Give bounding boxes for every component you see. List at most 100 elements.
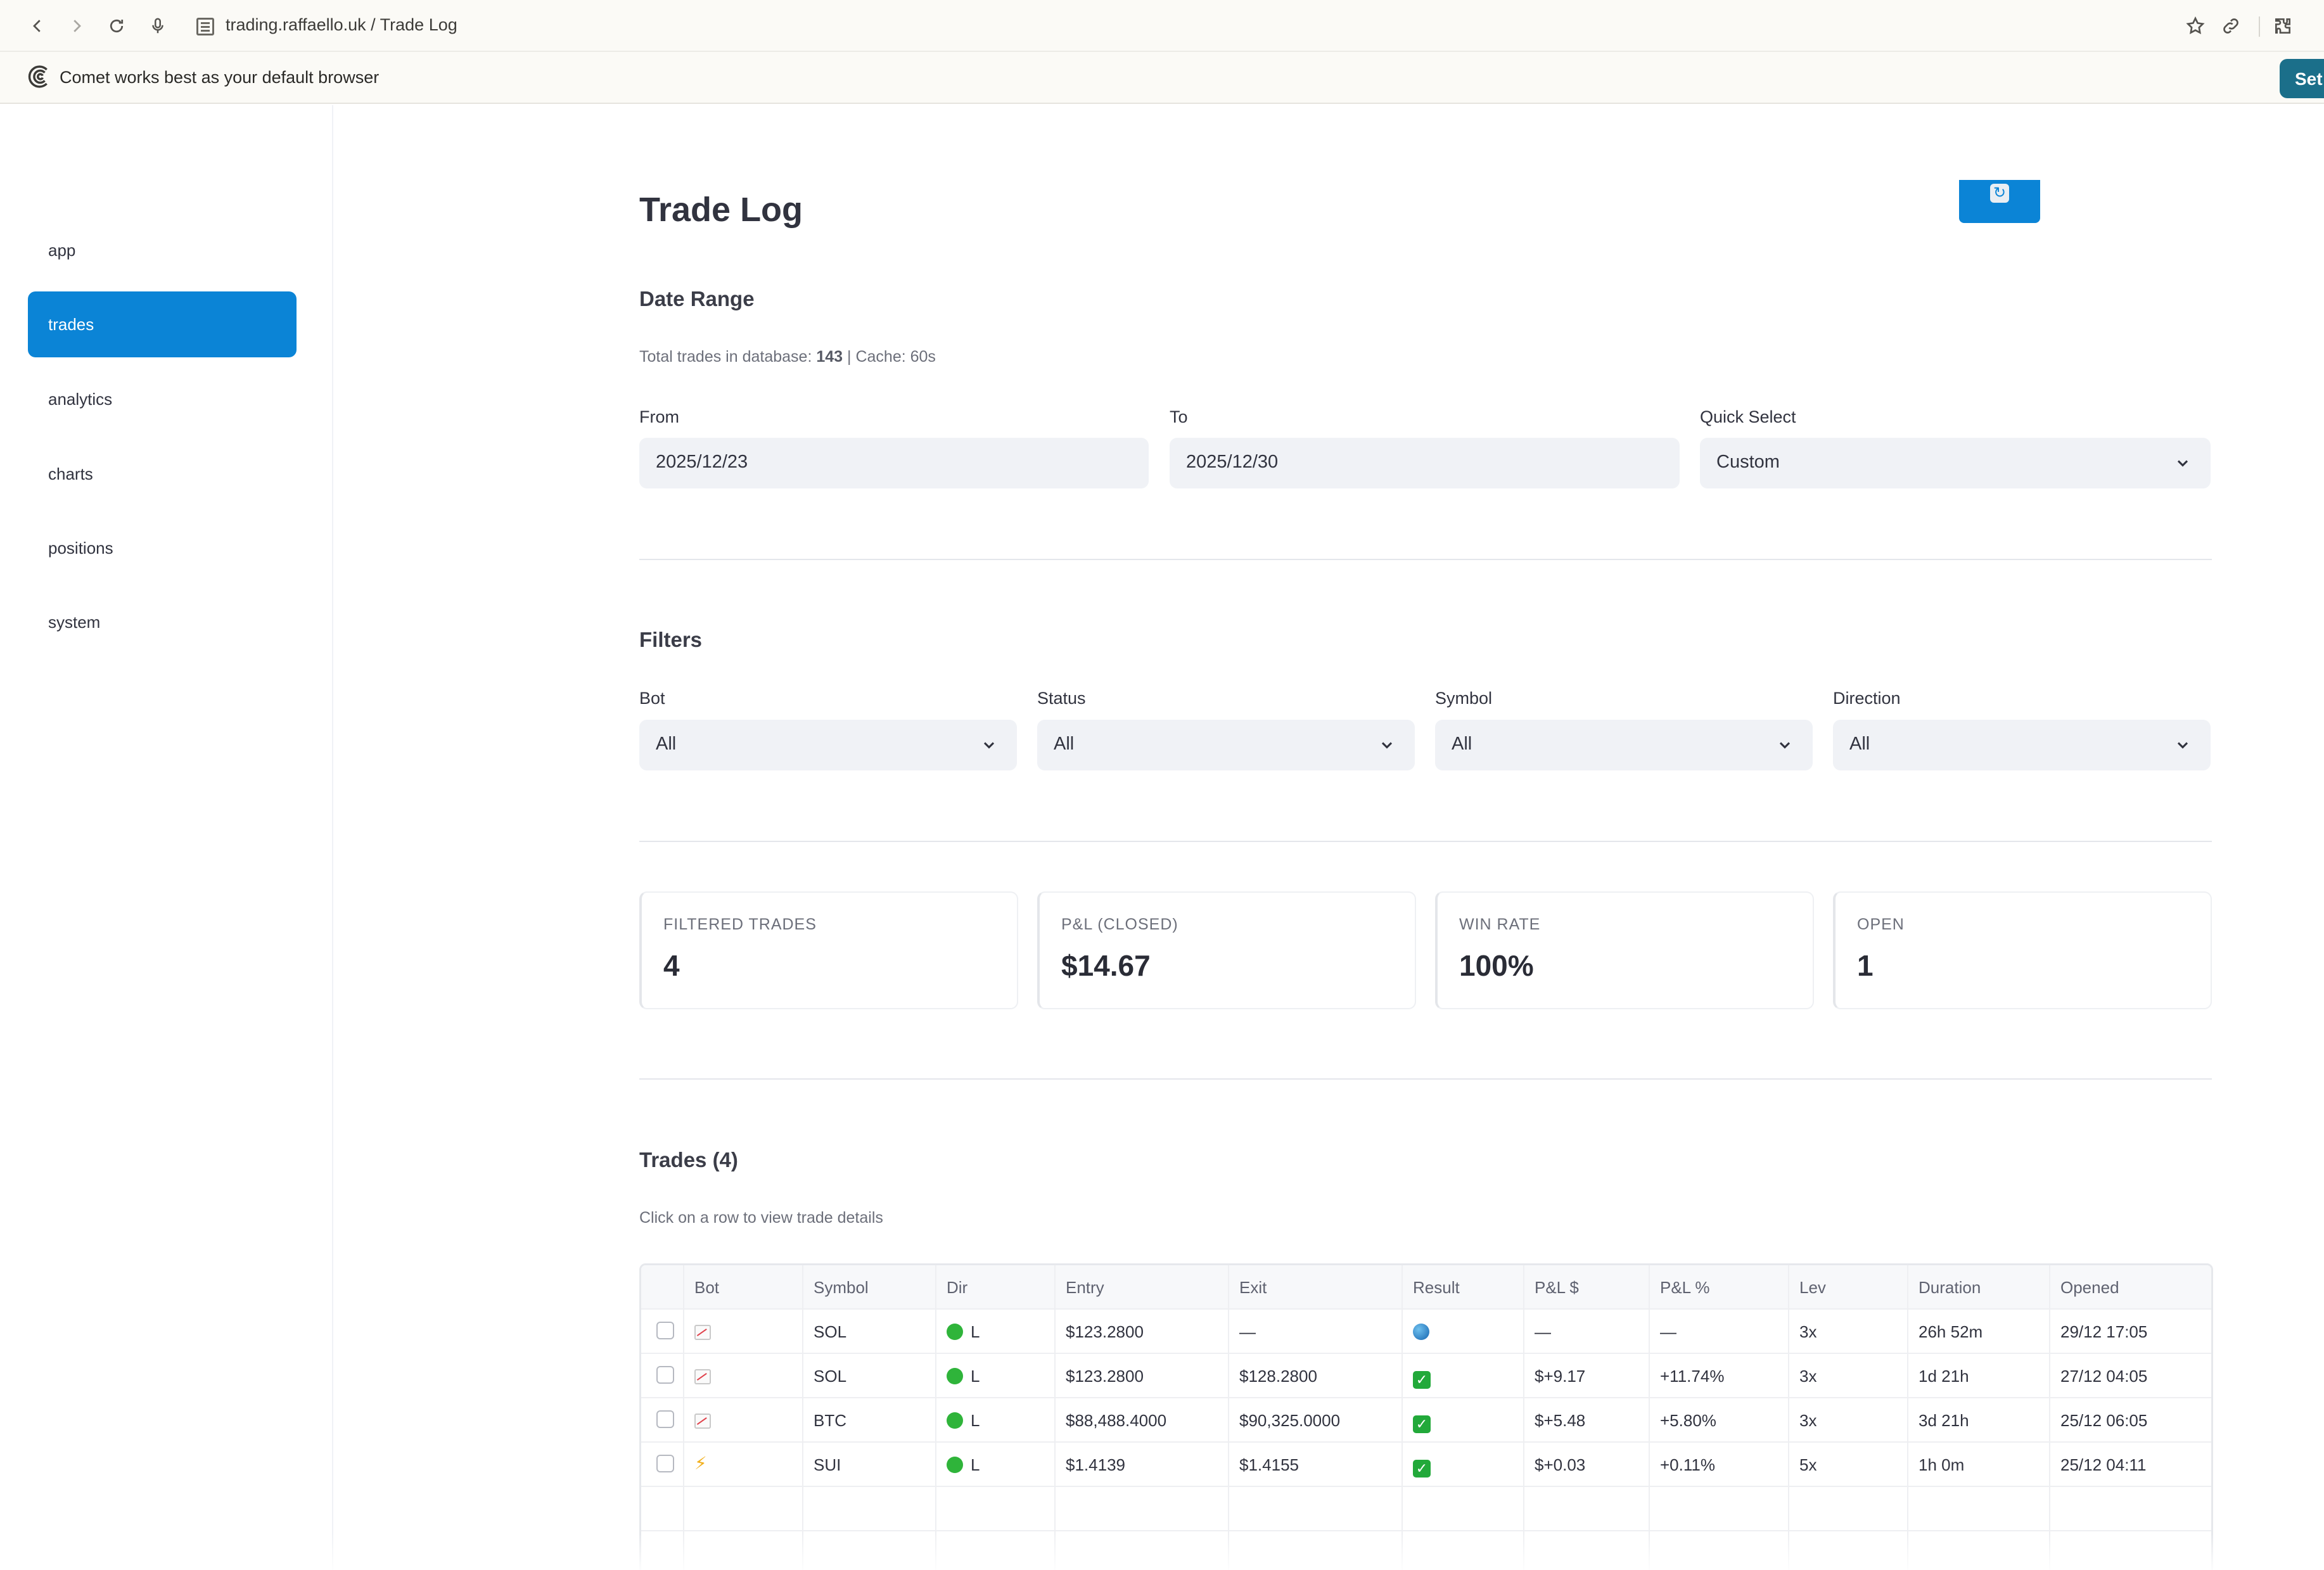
table-row[interactable]: SOL L $123.2800 — — — 3x 26h 52m 29/12 1… [641, 1310, 2211, 1354]
exit-cell: $90,325.0000 [1229, 1398, 1403, 1443]
dir-cell: L [936, 1310, 1056, 1354]
filters-heading: Filters [639, 628, 703, 651]
column-header-pnl-pct[interactable]: P&L % [1650, 1265, 1789, 1310]
opened-cell: 25/12 04:11 [2060, 1455, 2147, 1474]
long-indicator-icon [947, 1412, 963, 1429]
column-header-result[interactable]: Result [1403, 1265, 1524, 1310]
opened-cell: 29/12 17:05 [2060, 1322, 2148, 1341]
direction-filter-dropdown[interactable]: All [1833, 720, 2211, 770]
column-header-exit[interactable]: Exit [1229, 1265, 1403, 1310]
pnl-cell: $+0.03 [1524, 1443, 1650, 1487]
bot-cell: ⚡ [684, 1443, 803, 1487]
dir-cell: L [936, 1443, 1056, 1487]
result-cell: ✓ [1403, 1354, 1524, 1398]
column-header-dir[interactable]: Dir [936, 1265, 1056, 1310]
sidebar-item-system[interactable]: system [48, 612, 101, 632]
win-check-icon: ✓ [1413, 1415, 1431, 1433]
metric-value: 100% [1459, 949, 1534, 982]
set-default-button[interactable]: Set [2280, 59, 2324, 98]
bot-filter-label: Bot [639, 689, 665, 708]
quick-select-dropdown[interactable]: Custom [1700, 438, 2211, 488]
row-checkbox[interactable] [641, 1398, 684, 1443]
result-cell: ✓ [1403, 1398, 1524, 1443]
lightning-icon: ⚡ [694, 1453, 707, 1473]
exit-cell: $1.4155 [1229, 1443, 1403, 1487]
link-icon[interactable] [2218, 13, 2244, 39]
column-header-duration[interactable]: Duration [1908, 1265, 2050, 1310]
table-row[interactable]: BTC L $88,488.4000 $90,325.0000 ✓ $+5.48… [641, 1398, 2211, 1443]
duration-cell: 1h 0m [1908, 1443, 2050, 1487]
column-header-opened[interactable]: Opened [2060, 1278, 2119, 1297]
column-header-pnl[interactable]: P&L $ [1524, 1265, 1650, 1310]
duration-cell: 1d 21h [1908, 1354, 2050, 1398]
from-label: From [639, 407, 679, 426]
table-row[interactable]: ⚡ SUI L $1.4139 $1.4155 ✓ $+0.03 +0.11% … [641, 1443, 2211, 1487]
total-trades-count: 143 [816, 348, 843, 366]
trades-table: Bot Symbol Dir Entry Exit Result P&L $ P… [639, 1263, 2213, 1570]
symbol-filter-dropdown[interactable]: All [1435, 720, 1813, 770]
pnl-pct-cell: +5.80% [1650, 1398, 1789, 1443]
back-icon[interactable] [24, 13, 51, 39]
select-all-column [641, 1265, 684, 1310]
default-browser-notice [0, 52, 2324, 104]
dir-cell: L [936, 1398, 1056, 1443]
refresh-icon: ↻ [1990, 184, 2009, 203]
chevron-down-icon [1381, 742, 1393, 749]
sidebar-item-charts[interactable]: charts [48, 464, 93, 483]
metric-label: FILTERED TRADES [663, 916, 817, 933]
win-check-icon: ✓ [1413, 1371, 1431, 1389]
column-header-entry[interactable]: Entry [1056, 1265, 1229, 1310]
sidebar-item-trades[interactable]: trades [28, 291, 297, 357]
chart-icon [694, 1414, 711, 1429]
bot-filter-dropdown[interactable]: All [639, 720, 1017, 770]
table-row[interactable]: SOL L $123.2800 $128.2800 ✓ $+9.17 +11.7… [641, 1354, 2211, 1398]
win-check-icon: ✓ [1413, 1460, 1431, 1477]
sidebar-item-app[interactable]: app [48, 240, 76, 260]
status-filter-dropdown[interactable]: All [1037, 720, 1415, 770]
metric-value: $14.67 [1061, 949, 1151, 982]
long-indicator-icon [947, 1324, 963, 1340]
sidebar-item-analytics[interactable]: analytics [48, 389, 113, 409]
chevron-down-icon [2177, 460, 2188, 467]
bookmark-star-icon[interactable] [2182, 13, 2209, 39]
metric-label: OPEN [1857, 916, 1905, 933]
forward-icon[interactable] [63, 13, 90, 39]
chart-icon [694, 1325, 711, 1340]
result-cell [1403, 1310, 1524, 1354]
duration-cell: 3d 21h [1908, 1398, 2050, 1443]
duration-cell: 26h 52m [1908, 1310, 2050, 1354]
long-indicator-icon [947, 1368, 963, 1384]
exit-cell: $128.2800 [1229, 1354, 1403, 1398]
metric-label: WIN RATE [1459, 916, 1541, 933]
direction-filter-label: Direction [1833, 689, 1901, 708]
address-bar[interactable]: trading.raffaello.uk / Trade Log [226, 15, 457, 34]
section-divider [639, 559, 2212, 560]
column-header-lev[interactable]: Lev [1789, 1265, 1908, 1310]
browser-toolbar [0, 0, 2324, 52]
lev-cell: 3x [1789, 1354, 1908, 1398]
metric-value: 1 [1857, 949, 1874, 982]
page-icon [196, 18, 214, 35]
extensions-icon[interactable] [2270, 13, 2296, 39]
to-date-input[interactable]: 2025/12/30 [1170, 438, 1680, 488]
quick-select-label: Quick Select [1700, 407, 1796, 426]
reload-icon[interactable] [103, 13, 130, 39]
lev-cell: 5x [1789, 1443, 1908, 1487]
symbol-cell: SUI [803, 1443, 936, 1487]
pnl-pct-cell: +11.74% [1650, 1354, 1789, 1398]
microphone-icon[interactable] [144, 13, 171, 39]
lev-cell: 3x [1789, 1398, 1908, 1443]
refresh-button[interactable]: ↻ [1959, 180, 2040, 223]
from-date-input[interactable]: 2025/12/23 [639, 438, 1149, 488]
column-header-bot[interactable]: Bot [684, 1265, 803, 1310]
metric-filtered-trades: FILTERED TRADES 4 [639, 891, 1018, 1009]
date-range-heading: Date Range [639, 287, 755, 310]
result-cell: ✓ [1403, 1443, 1524, 1487]
row-checkbox[interactable] [641, 1310, 684, 1354]
column-header-symbol[interactable]: Symbol [803, 1265, 936, 1310]
row-checkbox[interactable] [641, 1443, 684, 1487]
sidebar-item-positions[interactable]: positions [48, 538, 113, 558]
row-checkbox[interactable] [641, 1354, 684, 1398]
chevron-down-icon [2177, 742, 2188, 749]
open-status-icon [1413, 1324, 1429, 1340]
